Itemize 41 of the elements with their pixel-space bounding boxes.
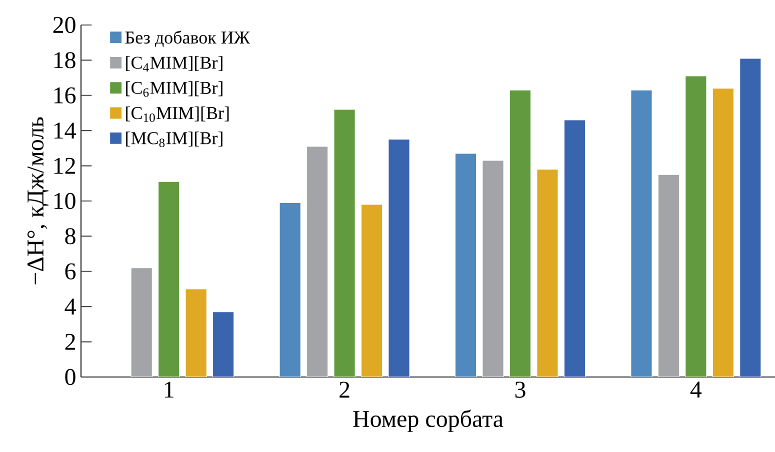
x-tick-label: 3 [515,382,526,398]
bar [279,202,301,377]
bar [509,90,532,377]
bar [740,58,762,377]
y-tick-label: 6 [65,263,76,280]
legend-label: [MC$_{8}$IM][Br] [126,132,222,148]
bar [685,76,707,377]
x-tick-label: 1 [164,382,174,398]
legend-label: [C$_{4}$MIM][Br] [126,56,222,72]
bar [536,169,558,377]
x-tick-label: 4 [690,382,702,398]
y-tick-label: 2 [65,334,75,350]
bar [630,90,652,377]
bar [212,312,234,377]
bar [658,174,680,377]
y-axis-title: −ΔH°, кДж/моль [27,117,48,284]
legend-label: [C$_{6}$MIM][Br] [126,81,222,97]
bar [185,288,207,377]
x-axis-title: Номер сорбата [353,410,504,432]
legend-label: Без добавок ИЖ [125,30,250,47]
bar [454,153,477,377]
y-tick-label: 12 [54,158,75,174]
bar [564,120,586,377]
bar [334,109,356,377]
y-tick-label: 4 [64,298,76,314]
bar [712,88,734,377]
bar [388,139,410,377]
y-tick-label: 20 [53,16,76,34]
x-tick-label: 2 [340,382,350,398]
bar [130,268,152,377]
legend-label: [C$_{10}$MIM][Br] [126,106,229,122]
bar [306,146,328,377]
y-tick-label: 16 [54,87,76,104]
bar [482,160,504,377]
y-tick-label: 10 [54,192,76,210]
y-tick-label: 18 [54,52,76,68]
y-tick-label: 0 [65,368,76,386]
bar [360,204,383,377]
y-tick-label: 14 [54,122,76,139]
bar [158,181,180,377]
y-tick-label: 8 [65,228,76,244]
